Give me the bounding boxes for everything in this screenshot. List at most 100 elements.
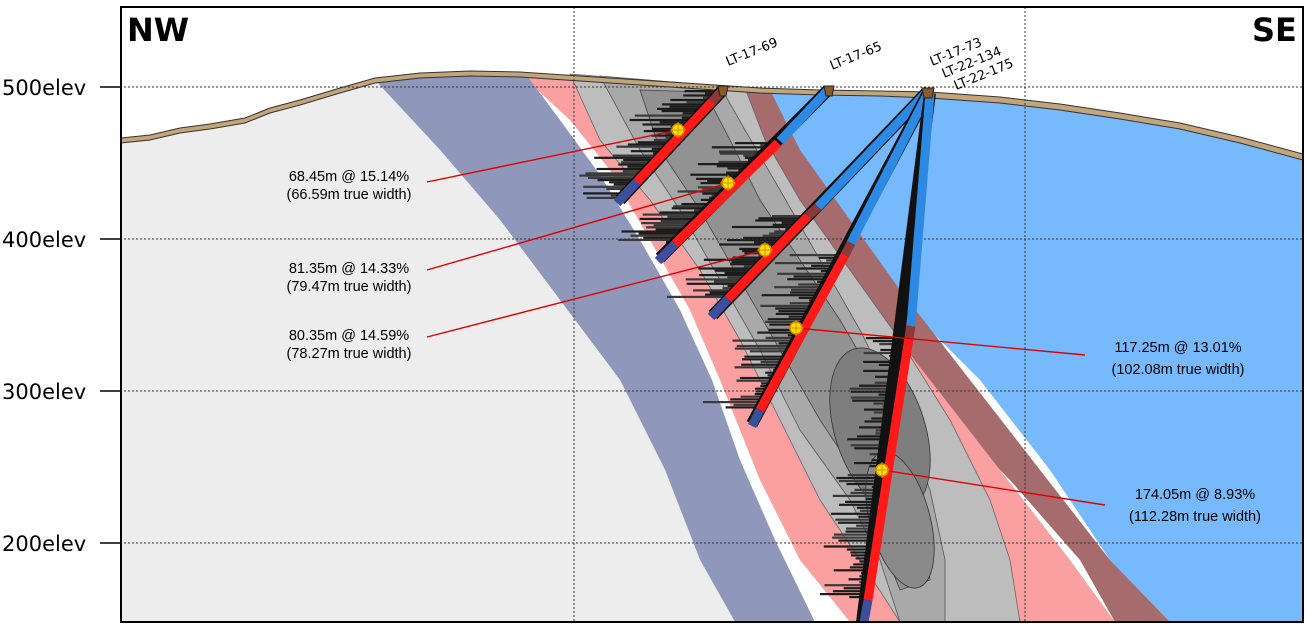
assay-bar — [843, 587, 870, 590]
assay-bar — [637, 141, 675, 144]
assay-bar — [796, 267, 838, 270]
assay-bar — [743, 236, 787, 239]
assay-bar — [700, 182, 738, 185]
assay-bar — [733, 403, 763, 406]
assay-bar — [864, 420, 896, 423]
assay-bar — [731, 260, 764, 264]
assay-bar — [769, 232, 792, 235]
assay-bar — [690, 173, 746, 176]
intercept-leaders — [426, 129, 1106, 506]
assay-bar — [727, 167, 753, 170]
intercept-marker-5 — [874, 462, 890, 478]
assay-bar — [744, 252, 773, 255]
assay-bar — [641, 222, 697, 225]
assay-bar — [854, 488, 886, 491]
assay-bar — [622, 170, 647, 173]
assay-bar — [772, 215, 808, 218]
assay-bar — [856, 524, 880, 527]
assay-bar — [778, 342, 797, 345]
elev-label-200: 200elev — [2, 532, 86, 556]
assay-bar — [872, 340, 909, 343]
assay-bar — [660, 219, 699, 223]
collar-lt-17-73 — [921, 87, 935, 99]
assay-bar — [643, 236, 682, 239]
intercept-4-grade: 117.25m @ 13.01% — [1114, 340, 1241, 356]
assay-bar — [769, 323, 807, 326]
intercept-5-width: (112.28m true width) — [1129, 509, 1261, 525]
assay-bar — [820, 593, 869, 596]
assay-bar — [736, 379, 777, 382]
assay-bar — [741, 363, 785, 366]
assay-bar — [646, 226, 693, 229]
assay-bar — [642, 213, 706, 216]
assay-bar — [629, 118, 695, 122]
assay-bar — [725, 406, 762, 409]
assay-bar — [850, 390, 901, 393]
drill-hole-lt-17-69 — [613, 86, 727, 207]
assay-bar — [863, 369, 904, 372]
assay-bar — [765, 320, 809, 323]
assay-bar — [703, 401, 765, 404]
assay-bar — [671, 207, 712, 210]
assay-bar — [730, 398, 766, 401]
assay-bar — [774, 286, 828, 289]
assay-bar — [863, 351, 907, 355]
assay-bar — [850, 444, 893, 447]
assay-bar — [730, 263, 762, 266]
drill-hole-lt-17-65 — [654, 85, 833, 265]
assay-bar — [659, 121, 693, 124]
assay-bar — [655, 228, 690, 231]
assay-bar — [653, 224, 695, 227]
assay-bar — [740, 395, 768, 398]
assay-bar — [669, 105, 708, 108]
assay-bar — [659, 211, 708, 214]
assay-bar — [697, 163, 757, 166]
assay-bar — [839, 503, 883, 506]
intercept-1-grade: 68.45m @ 15.14% — [289, 169, 409, 185]
assay-bar — [774, 230, 794, 233]
drill-holes — [613, 85, 936, 623]
elev-label-400: 400elev — [2, 228, 86, 252]
assay-bar — [623, 159, 658, 162]
assay-bar — [849, 566, 874, 569]
assay-bar — [583, 185, 633, 188]
assay-bar — [627, 143, 673, 146]
assay-bar — [583, 192, 627, 195]
assay-bar — [634, 114, 700, 117]
assay-bar — [597, 179, 639, 182]
assay-bar — [754, 241, 783, 244]
assay-bar — [846, 482, 887, 486]
assay-bar — [830, 512, 882, 515]
assay-bar — [673, 205, 714, 208]
assay-bar — [846, 548, 876, 551]
grid-lines — [100, 7, 1303, 622]
elevation-axis: 500elev 400elev 300elev 200elev — [2, 76, 121, 556]
assay-bar — [775, 312, 813, 315]
assay-bar — [734, 366, 784, 369]
assay-bar — [684, 90, 722, 93]
assay-bar — [702, 188, 731, 191]
assay-bar — [662, 103, 710, 106]
assay-bar — [845, 530, 879, 533]
assay-bar — [850, 396, 900, 399]
assay-bar — [847, 474, 888, 477]
assay-bar — [579, 174, 643, 177]
assay-bar — [849, 387, 902, 390]
corner-label-nw: NW — [127, 11, 189, 49]
assay-bar — [863, 360, 906, 363]
assay-bar — [731, 225, 798, 229]
slate-unit — [375, 73, 815, 622]
assay-bar — [713, 280, 745, 283]
assay-bar — [742, 358, 788, 361]
elev-label-500: 500elev — [2, 76, 86, 100]
assay-bar — [699, 274, 752, 277]
assay-bar — [683, 94, 718, 97]
assay-bar — [853, 462, 890, 465]
assay-bar — [788, 315, 812, 318]
assay-bar — [727, 239, 785, 242]
assay-bar — [667, 215, 703, 218]
assay-bar — [715, 269, 756, 272]
assay-bar — [651, 127, 687, 130]
assay-bar — [612, 154, 662, 157]
